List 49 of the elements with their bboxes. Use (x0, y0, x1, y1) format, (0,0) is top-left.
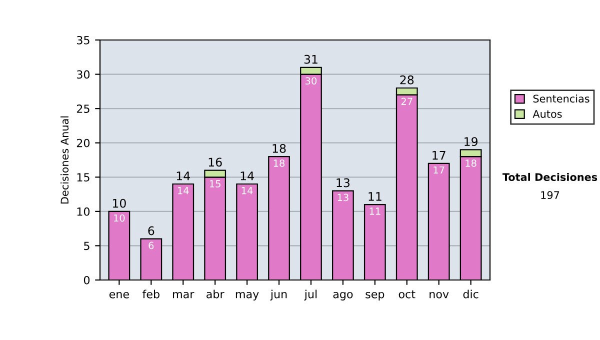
legend-label: Sentencias (533, 94, 590, 103)
x-tick-label: feb (142, 290, 160, 298)
total-label: 31 (304, 54, 318, 64)
total-label: 13 (336, 178, 350, 188)
x-tick-label: may (236, 292, 259, 300)
y-tick-label: 20 (76, 138, 90, 148)
total-label: 6 (148, 226, 154, 236)
text: 197 (541, 191, 560, 200)
y-tick-label: 0 (84, 276, 90, 284)
total-label: 10 (112, 198, 126, 208)
total-label: 28 (400, 75, 414, 84)
data-label: 18 (466, 159, 476, 167)
x-tick-label: ene (109, 292, 129, 298)
total-label: 11 (368, 192, 382, 201)
x-tick-label: dic (463, 290, 478, 298)
x-tick-label: jun (270, 290, 287, 300)
x-tick-label: nov (430, 292, 449, 298)
total-label: 16 (208, 158, 222, 167)
total-label: 18 (272, 144, 286, 153)
data-label: 15 (210, 180, 220, 188)
data-label: 30 (306, 77, 317, 85)
y-tick-label: 10 (77, 207, 90, 216)
total-label: 17 (432, 150, 446, 160)
x-tick-label: ago (333, 292, 353, 300)
data-label: 14 (242, 187, 253, 194)
data-label: 11 (370, 208, 380, 215)
y-tick-label: 15 (77, 173, 90, 182)
y-tick-label: 35 (76, 36, 90, 44)
y-tick-label: 5 (84, 242, 90, 250)
data-label: 10 (114, 214, 125, 222)
y-axis-title: Decisiones Anual (60, 116, 69, 204)
data-label: 18 (274, 159, 285, 167)
data-label: 13 (338, 194, 348, 202)
x-tick-label: mar (173, 292, 194, 298)
y-tick-label: 25 (76, 104, 90, 113)
total-label: 14 (176, 172, 190, 180)
x-tick-label: sep (366, 292, 384, 300)
x-tick-label: jul (304, 290, 317, 300)
data-label: 6 (148, 242, 154, 250)
legend-label: Autos (532, 110, 562, 118)
x-tick-label: abr (206, 290, 224, 298)
total-label: 19 (464, 137, 478, 146)
total-label: 14 (240, 172, 254, 180)
y-tick-label: 30 (76, 70, 90, 79)
data-label: 17 (434, 166, 444, 174)
text: Total Decisiones (502, 172, 598, 182)
data-label: 27 (401, 98, 412, 105)
data-label: 14 (178, 187, 189, 194)
x-tick-label: oct (398, 290, 416, 298)
